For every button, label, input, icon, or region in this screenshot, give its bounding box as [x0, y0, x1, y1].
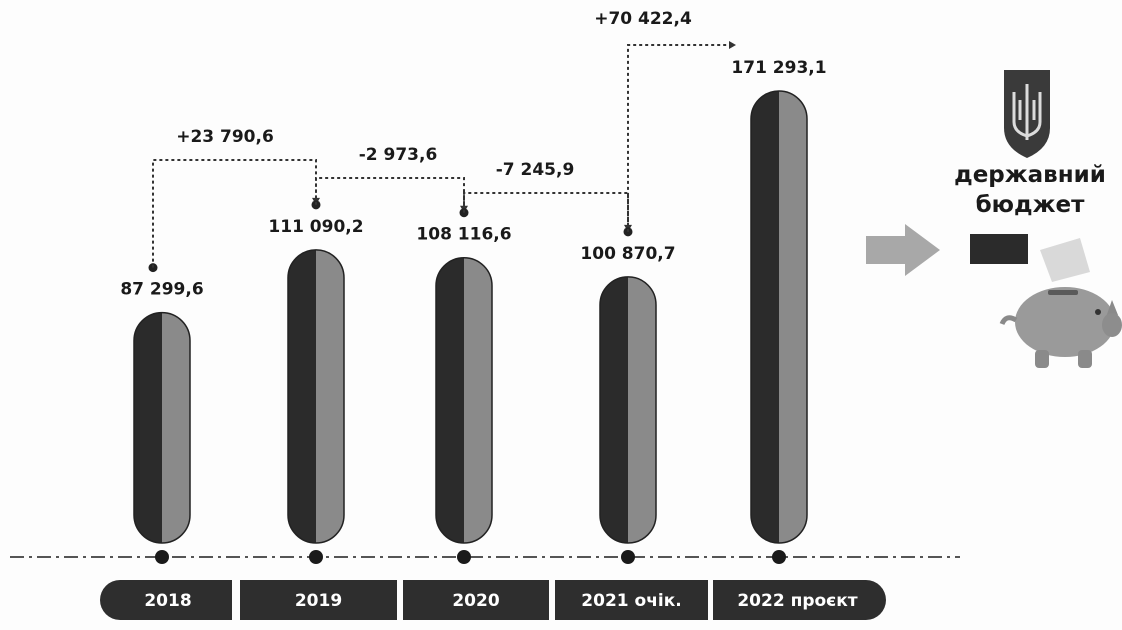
svg-text:2018: 2018 [144, 591, 191, 611]
svg-text:2020: 2020 [452, 591, 499, 611]
value-label: 108 116,6 [416, 225, 511, 245]
value-label: 87 299,6 [120, 280, 203, 300]
difference-connector: +23 790,6 [148, 127, 320, 273]
connectors-layer: +23 790,6 -2 973,6 -7 245,9 +70 422,4 [148, 9, 736, 273]
category-label: 2020 [403, 580, 549, 620]
difference-connector: +70 422,4 [594, 9, 736, 237]
axis-dot [309, 550, 323, 564]
bar [599, 276, 657, 544]
axis-dot [155, 550, 169, 564]
trident-icon [1004, 70, 1050, 158]
value-label: 100 870,7 [580, 244, 675, 264]
piggy-bank-icon [970, 234, 1122, 368]
value-label: 111 090,2 [268, 217, 363, 237]
bars-layer [133, 90, 808, 544]
budget-label-line2: бюджет [976, 192, 1085, 218]
axis-dot [772, 550, 786, 564]
svg-text:2019: 2019 [295, 591, 342, 611]
svg-text:2022 проєкт: 2022 проєкт [737, 591, 857, 611]
axis-dot [457, 550, 471, 564]
bar [133, 311, 191, 544]
labels-layer: 87 299,6 111 090,2 108 116,6 100 870,7 171 2… [120, 58, 826, 300]
svg-text:+23 790,6: +23 790,6 [176, 127, 274, 147]
svg-text:-2 973,6: -2 973,6 [359, 145, 438, 165]
svg-text:-7 245,9: -7 245,9 [496, 160, 575, 180]
category-label: 2022 проєкт [713, 580, 886, 620]
bar [750, 90, 808, 544]
axis-dot [621, 550, 635, 564]
difference-connector: -7 245,9 [459, 160, 632, 232]
bar [287, 249, 345, 544]
difference-connector: -2 973,6 [311, 145, 468, 213]
category-label: 2021 очік. [555, 580, 708, 620]
svg-text:+70 422,4: +70 422,4 [594, 9, 692, 29]
value-label: 171 293,1 [731, 58, 826, 78]
arrow-right-icon [866, 224, 940, 276]
budget-panel: державний бюджет [866, 70, 1122, 368]
bar [435, 256, 493, 544]
budget-label-line1: державний [954, 162, 1106, 188]
svg-text:2021 очік.: 2021 очік. [581, 591, 681, 611]
x-axis: 2018 2019 2020 2021 очік. 2022 проєкт [100, 550, 886, 620]
category-label: 2019 [240, 580, 397, 620]
category-label: 2018 [100, 580, 232, 620]
